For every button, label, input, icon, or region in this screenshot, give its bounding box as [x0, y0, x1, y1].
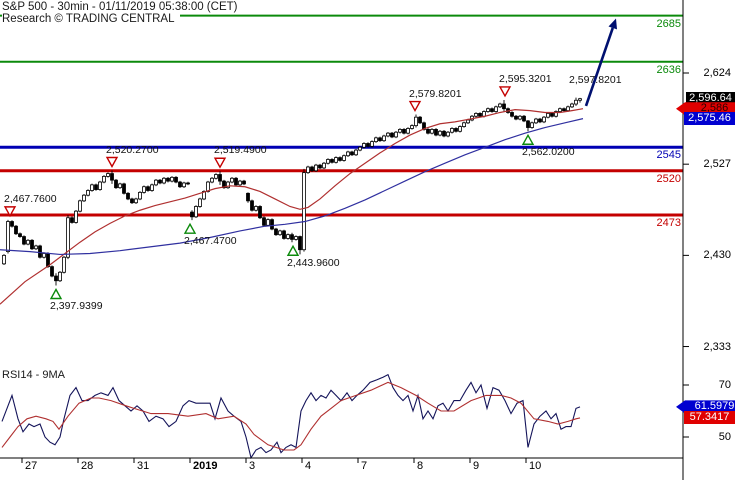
resistance-touch-marker-icon — [105, 156, 119, 168]
rsi-pane-title: RSI14 - 9MA — [2, 369, 65, 381]
last-price-badge: 2,596.64 — [686, 92, 735, 106]
rsi-axis-tick-label: 50 — [718, 431, 731, 443]
slow-ma-price-badge: 2,575.46 — [684, 112, 735, 126]
marker-label: 2,562.0200 — [522, 146, 575, 159]
marker-label: 2,467.4700 — [184, 235, 237, 248]
research-watermark: Research © TRADING CENTRAL — [2, 13, 180, 25]
time-axis-tick-label: 4 — [305, 460, 312, 472]
support-touch-marker-icon — [521, 133, 535, 145]
rsi-ma-value-badge: 57.3417 — [684, 411, 735, 425]
forecast-arrow — [584, 27, 614, 107]
rsi-axis-tick-label: 70 — [718, 379, 731, 391]
rsi-value-badge: 61.5979 — [676, 400, 735, 414]
time-axis-tick-label: 9 — [473, 460, 480, 472]
price-axis-tick-label: 2,430 — [703, 249, 731, 262]
time-axis-tick-label: 27 — [25, 460, 38, 472]
forecast-arrowhead-icon — [608, 18, 618, 30]
price-axis-tick-label: 2,624 — [703, 67, 731, 79]
price-axis-tick-label: 2,527 — [703, 158, 731, 171]
support-touch-marker-icon — [49, 288, 63, 300]
marker-label: 2,519.4900 — [214, 144, 267, 157]
resistance-touch-marker-icon — [408, 100, 422, 112]
marker-label: 2,595.3201 — [499, 72, 552, 85]
chart-title: S&P 500 - 30min - 01/11/2019 05:38:00 (C… — [2, 1, 238, 13]
level-label-2685: 2685 — [656, 17, 681, 30]
support-touch-marker-icon — [286, 244, 300, 256]
slow-ma-line — [0, 118, 584, 256]
time-axis-tick-label: 28 — [81, 460, 94, 472]
support-touch-marker-icon — [183, 222, 197, 234]
rsi-line — [1, 373, 581, 460]
marker-label: 2,579.8201 — [409, 87, 462, 100]
marker-label: 2,467.7600 — [4, 192, 57, 205]
level-label-2473: 2473 — [656, 216, 681, 229]
level-label-2545: 2545 — [656, 149, 681, 162]
level-label-2636: 2636 — [656, 63, 681, 76]
time-axis-tick-label: 2019 — [193, 460, 218, 472]
time-axis-tick-label: 31 — [137, 460, 150, 472]
fast-ma-line — [0, 108, 584, 305]
time-axis-tick-label: 10 — [529, 460, 542, 472]
time-axis-tick-label: 8 — [417, 460, 424, 472]
resistance-touch-marker-icon — [3, 206, 17, 218]
marker-label: 2,443.9600 — [287, 257, 340, 270]
time-axis-tick-label: 3 — [249, 460, 256, 472]
rsi-ma-line — [1, 381, 581, 451]
marker-label: 2,520.2700 — [106, 143, 159, 156]
time-axis-tick-label: 7 — [361, 460, 368, 472]
resistance-touch-marker-icon — [213, 157, 227, 169]
level-label-2520: 2520 — [656, 172, 681, 185]
marker-label: 2,597.8201 — [569, 73, 622, 86]
price-axis-tick-label: 2,333 — [703, 340, 731, 353]
resistance-touch-marker-icon — [498, 86, 512, 98]
fast-ma-price-badge: 2,586 — [676, 102, 735, 116]
candlestick-series — [2, 97, 582, 286]
marker-label: 2,397.9399 — [50, 300, 103, 313]
